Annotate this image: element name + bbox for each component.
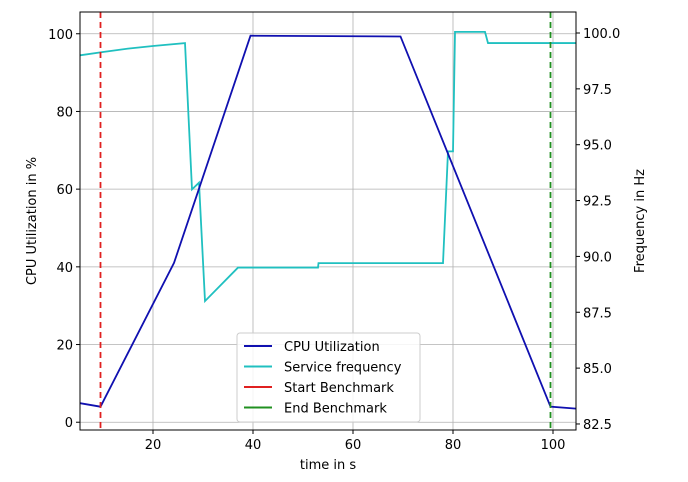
y2-tick-label: 82.5 xyxy=(583,418,612,433)
x-tick-label: 100 xyxy=(541,438,566,453)
legend-label: End Benchmark xyxy=(284,402,387,417)
x-tick-label: 60 xyxy=(345,438,362,453)
y-tick-label: 20 xyxy=(56,339,73,354)
y2-tick-label: 85.0 xyxy=(583,362,612,377)
x-tick-label: 80 xyxy=(445,438,462,453)
legend-box xyxy=(236,332,421,423)
y2-tick-label: 100.0 xyxy=(583,27,620,42)
y-tick-label: 0 xyxy=(65,416,73,431)
x-axis-label: time in s xyxy=(300,458,356,473)
x-tick-label: 20 xyxy=(145,438,162,453)
y-tick-label: 100 xyxy=(48,28,73,43)
y-tick-label: 80 xyxy=(56,105,73,120)
y-tick-label: 60 xyxy=(56,183,73,198)
legend-label: CPU Utilization xyxy=(284,340,380,355)
legend-label: Start Benchmark xyxy=(284,381,394,396)
plot-frame xyxy=(79,11,577,431)
y-tick-label: 40 xyxy=(56,261,73,276)
series-line-service-frequency xyxy=(80,30,576,304)
y2-tick-label: 97.5 xyxy=(583,83,612,98)
y2-tick-label: 87.5 xyxy=(583,306,612,321)
y2-tick-label: 90.0 xyxy=(583,250,612,265)
y2-axis-label: Frequency in Hz xyxy=(633,169,648,273)
y-axis-label: CPU Utilization in % xyxy=(25,157,40,285)
y2-tick-label: 92.5 xyxy=(583,195,612,210)
x-tick-label: 40 xyxy=(245,438,262,453)
legend-label: Service frequency xyxy=(284,361,402,376)
y2-tick-label: 95.0 xyxy=(583,139,612,154)
